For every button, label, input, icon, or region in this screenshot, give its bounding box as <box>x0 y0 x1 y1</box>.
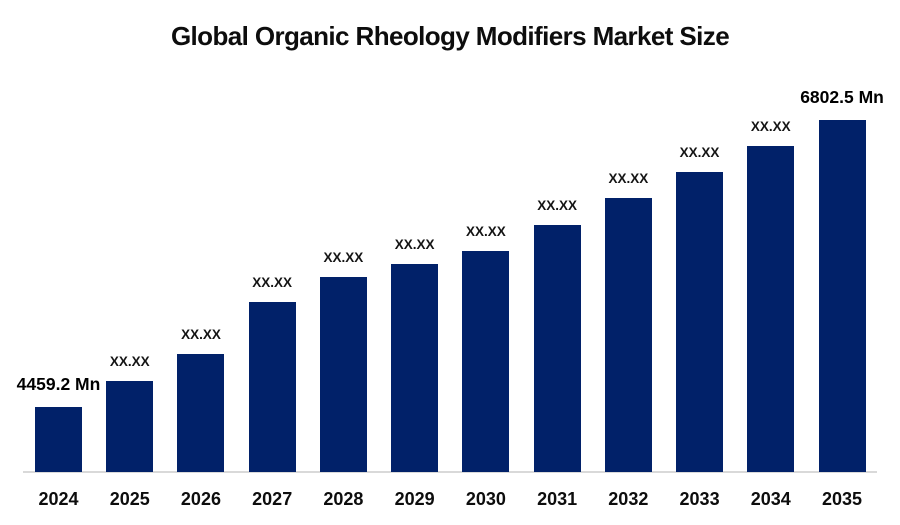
bar-value-label-2028: XX.XX <box>323 250 364 265</box>
bar-value-label-2029: XX.XX <box>394 237 435 252</box>
bar-value-label-2024: 4459.2 Mn <box>16 374 101 394</box>
bar-2026 <box>177 354 225 472</box>
bar-value-label-2030: XX.XX <box>465 224 506 239</box>
x-tick-label-2027: 2027 <box>252 489 293 509</box>
x-tick-label-2026: 2026 <box>180 489 221 509</box>
bar-2035 <box>818 120 866 472</box>
x-tick-label-2028: 2028 <box>323 489 364 509</box>
bar-2032 <box>604 198 652 472</box>
x-axis-line <box>23 471 877 473</box>
bar-2029 <box>391 264 439 472</box>
x-tick-label-2030: 2030 <box>465 489 506 509</box>
bar-value-label-2032: XX.XX <box>608 171 649 186</box>
bar-value-label-2031: XX.XX <box>537 198 577 213</box>
bar-2030 <box>462 251 510 472</box>
bar-value-label-2026: XX.XX <box>181 327 221 342</box>
bar-value-label-2035: 6802.5 Mn <box>800 87 884 107</box>
bar-value-label-2025: XX.XX <box>109 354 150 369</box>
x-tick-label-2029: 2029 <box>394 489 435 509</box>
x-tick-label-2032: 2032 <box>608 489 649 509</box>
chart-title: Global Organic Rheology Modifiers Market… <box>170 21 730 51</box>
bar-2033 <box>676 172 724 472</box>
bar-value-label-2027: XX.XX <box>252 275 293 290</box>
bar-2025 <box>106 381 154 472</box>
bar-value-label-2034: XX.XX <box>750 119 791 134</box>
x-tick-label-2025: 2025 <box>109 489 150 509</box>
x-tick-label-2034: 2034 <box>750 489 791 509</box>
bar-2024 <box>35 407 82 472</box>
bar-2031 <box>533 225 581 472</box>
bar-2034 <box>747 146 795 472</box>
bar-value-label-2033: XX.XX <box>679 145 720 160</box>
x-tick-label-2031: 2031 <box>537 489 578 509</box>
plot-area: 4459.2 Mn XX.XX XX.XX XX.XX XX.XX XX.XX XX.XX X… <box>17 0 884 473</box>
bar-2027 <box>248 302 296 472</box>
x-tick-label-2033: 2033 <box>679 489 720 509</box>
x-tick-label-2035: 2035 <box>821 489 863 509</box>
bar-2028 <box>319 277 367 472</box>
x-tick-label-2024: 2024 <box>38 489 79 509</box>
